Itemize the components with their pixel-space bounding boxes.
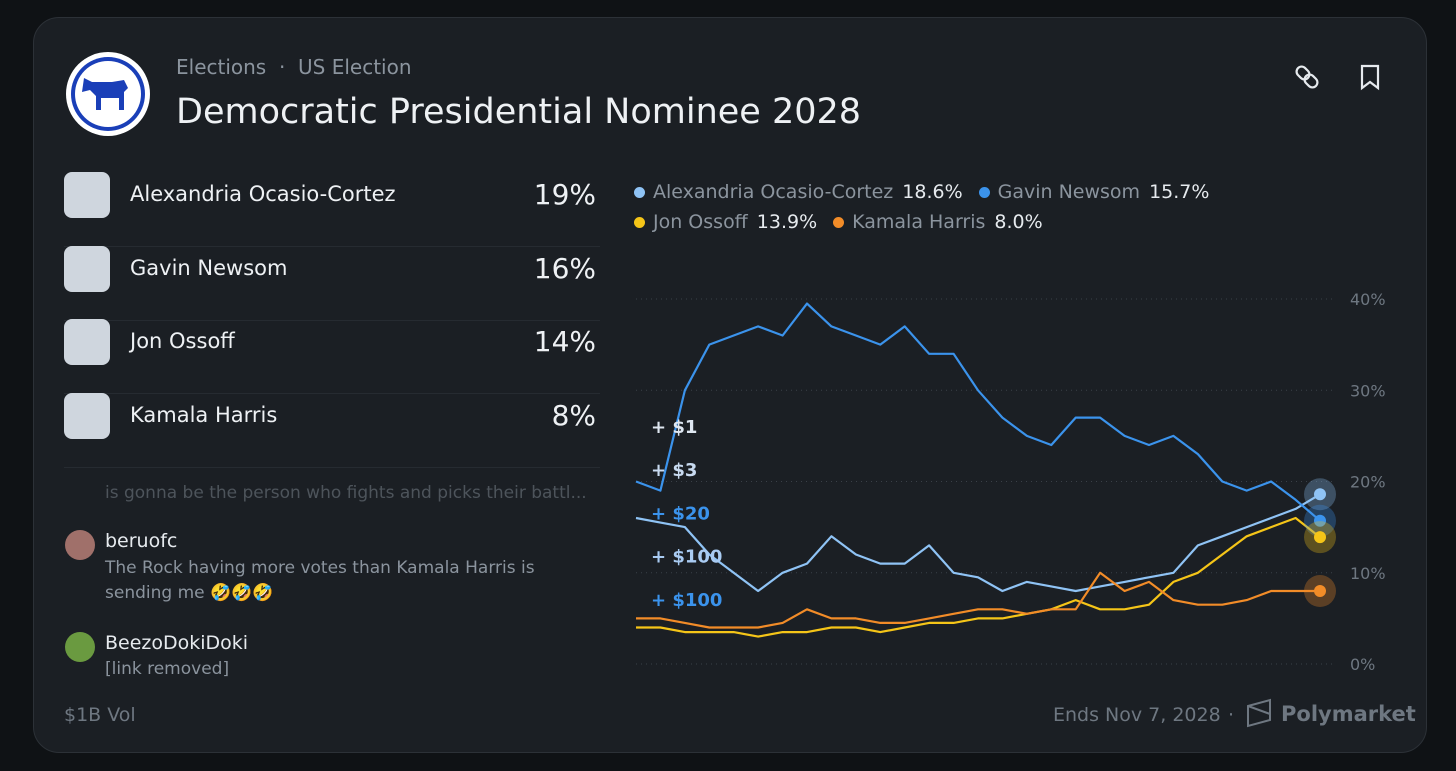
legend-swatch (634, 217, 645, 228)
outcome-row[interactable]: Alexandria Ocasio-Cortez 19% (64, 172, 600, 247)
legend-name: Gavin Newsom (997, 181, 1141, 203)
comment-text: is gonna be the person who fights and pi… (105, 483, 587, 503)
comment-text: The Rock having more votes than Kamala H… (105, 558, 535, 603)
avatar (64, 172, 110, 218)
y-tick-label: 0% (1350, 655, 1375, 674)
end-dot (1314, 514, 1326, 527)
y-tick-label: 30% (1350, 381, 1386, 400)
comment-user[interactable]: BeezoDokiDoki (105, 632, 249, 654)
outcome-chance: 8% (551, 398, 596, 432)
legend-swatch (978, 187, 990, 198)
outcome-row[interactable]: Gavin Newsom 16% (64, 245, 600, 321)
card (33, 17, 1427, 753)
legend-item: Gavin Newsom 15.7% (978, 181, 1210, 203)
outcome-name: Kamala Harris (130, 402, 278, 427)
outcome-row[interactable]: Jon Ossoff 14% (64, 319, 600, 394)
avatar (64, 319, 110, 365)
comment-text: [link removed] (105, 659, 230, 679)
y-tick-label: 20% (1350, 473, 1386, 492)
end-dot (1314, 488, 1326, 501)
outcome-chance: 19% (533, 178, 596, 211)
series-line (636, 516, 1321, 638)
outcome-row[interactable]: Kamala Harris 8% (64, 392, 600, 468)
comment-user[interactable]: beruofc (105, 530, 178, 552)
outcome-name: Alexandria Ocasio-Cortez (130, 182, 396, 206)
volume: $1B Vol (64, 704, 136, 726)
series-line (635, 493, 1321, 593)
y-tick-label: 40% (1350, 290, 1386, 309)
series-line (635, 302, 1321, 522)
trade-label: + $3 (651, 460, 697, 481)
outcome-chance: 14% (533, 325, 596, 358)
legend-swatch (634, 187, 645, 198)
trade-label: + $20 (651, 503, 710, 524)
brand-logo (1247, 698, 1271, 728)
end-date: Ends Nov 7, 2028 (1053, 704, 1221, 726)
end-dot (1314, 585, 1326, 597)
avatar (64, 245, 110, 292)
legend-name: Kamala Harris (852, 211, 986, 233)
link-icon[interactable] (1295, 65, 1320, 90)
comment-avatar (65, 530, 95, 560)
subcategory[interactable]: US Election (298, 55, 412, 79)
title[interactable]: Democratic Presidential Nominee 2028 (176, 92, 862, 132)
legend: Alexandria Ocasio-Cortez 18.6% Gavin Newso… (634, 181, 1274, 241)
legend-swatch (833, 217, 845, 228)
comment-avatar (65, 632, 95, 662)
separator: · (1228, 704, 1235, 726)
category[interactable]: Elections (176, 55, 267, 79)
legend-value: 18.6% (902, 181, 963, 203)
legend-value: 8.0% (994, 211, 1043, 233)
legend-item: Alexandria Ocasio-Cortez 18.6% (634, 181, 963, 203)
logo-donkey (82, 78, 128, 110)
trade-label: + $100 (651, 547, 722, 568)
y-tick-label: 10% (1350, 564, 1386, 583)
legend-item: Jon Ossoff 13.9% (634, 211, 817, 233)
legend-item: Kamala Harris 8.0% (833, 211, 1043, 233)
legend-name: Jon Ossoff (653, 211, 748, 233)
avatar (64, 392, 110, 439)
bookmark-icon[interactable] (1360, 64, 1380, 91)
outcome-name: Jon Ossoff (130, 329, 235, 353)
legend-value: 13.9% (756, 211, 818, 233)
trade-label: + $1 (651, 417, 697, 438)
outcome-name: Gavin Newsom (130, 255, 288, 280)
breadcrumb: Elections · US Election (176, 55, 412, 79)
trade-label: + $100 (651, 590, 722, 611)
end-dot (1314, 531, 1326, 544)
series-line (636, 571, 1320, 629)
legend-name: Alexandria Ocasio-Cortez (653, 181, 894, 203)
outcome-chance: 16% (533, 251, 596, 285)
brand[interactable]: Polymarket (1281, 702, 1416, 726)
legend-value: 15.7% (1149, 181, 1210, 203)
